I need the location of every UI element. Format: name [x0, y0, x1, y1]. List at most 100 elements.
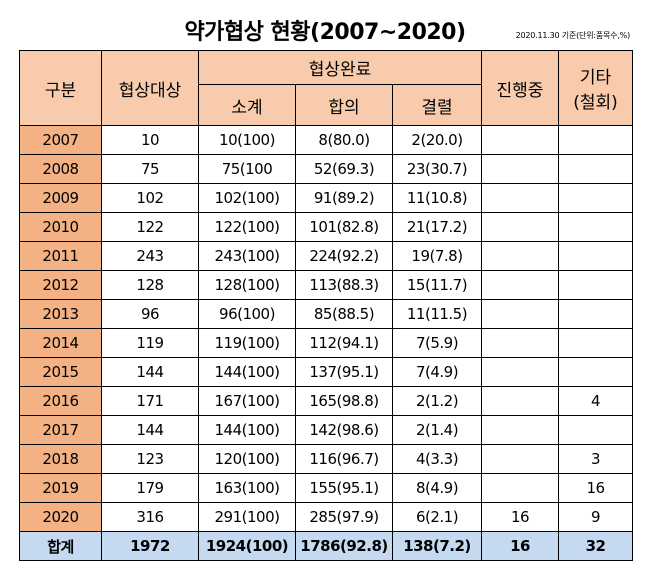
cell-in-progress	[481, 125, 559, 155]
cell-subtotal: 144(100)	[198, 357, 296, 387]
header-other-line2: (철회)	[573, 93, 618, 113]
cell-year: 2015	[19, 357, 102, 387]
cell-other	[558, 415, 633, 445]
total-failed: 138(7.2)	[392, 531, 482, 561]
cell-year: 2013	[19, 299, 102, 329]
cell-other	[558, 357, 633, 387]
cell-target: 144	[101, 357, 199, 387]
cell-target: 122	[101, 212, 199, 242]
cell-other	[558, 270, 633, 300]
cell-in-progress	[481, 357, 559, 387]
cell-agreed: 112(94.1)	[295, 328, 393, 358]
page-title: 약가협상 현황(2007~2020)	[184, 20, 466, 45]
cell-in-progress	[481, 154, 559, 184]
cell-in-progress	[481, 183, 559, 213]
cell-target: 144	[101, 415, 199, 445]
cell-subtotal: 10(100)	[198, 125, 296, 155]
cell-in-progress	[481, 241, 559, 271]
cell-year: 2007	[19, 125, 102, 155]
cell-failed: 11(10.8)	[392, 183, 482, 213]
cell-year: 2018	[19, 444, 102, 474]
table-row: 2017 144 144(100) 142(98.6) 2(1.4)	[19, 415, 633, 445]
cell-subtotal: 102(100)	[198, 183, 296, 213]
cell-target: 171	[101, 386, 199, 416]
cell-failed: 2(1.4)	[392, 415, 482, 445]
cell-in-progress	[481, 386, 559, 416]
table-row: 2020 316 291(100) 285(97.9) 6(2.1) 16 9	[19, 502, 633, 532]
table-row: 2015 144 144(100) 137(95.1) 7(4.9)	[19, 357, 633, 387]
cell-in-progress	[481, 473, 559, 503]
cell-other	[558, 328, 633, 358]
cell-other	[558, 241, 633, 271]
cell-other: 16	[558, 473, 633, 503]
header-in-progress: 진행중	[481, 50, 559, 126]
table-row: 2019 179 163(100) 155(95.1) 8(4.9) 16	[19, 473, 633, 503]
header-agreed: 합의	[295, 84, 393, 126]
cell-other: 9	[558, 502, 633, 532]
total-row: 합계 1972 1924(100) 1786(92.8) 138(7.2) 16 32	[19, 531, 633, 561]
table-row: 2011 243 243(100) 224(92.2) 19(7.8)	[19, 241, 633, 271]
header-failed: 결렬	[392, 84, 482, 126]
header-target: 협상대상	[101, 50, 199, 126]
cell-subtotal: 291(100)	[198, 502, 296, 532]
cell-agreed: 224(92.2)	[295, 241, 393, 271]
cell-failed: 2(20.0)	[392, 125, 482, 155]
cell-target: 243	[101, 241, 199, 271]
cell-failed: 21(17.2)	[392, 212, 482, 242]
cell-other: 3	[558, 444, 633, 474]
table-row: 2018 123 120(100) 116(96.7) 4(3.3) 3	[19, 444, 633, 474]
cell-target: 102	[101, 183, 199, 213]
cell-agreed: 113(88.3)	[295, 270, 393, 300]
cell-failed: 8(4.9)	[392, 473, 482, 503]
header-subtotal: 소계	[198, 84, 296, 126]
cell-failed: 6(2.1)	[392, 502, 482, 532]
cell-failed: 11(11.5)	[392, 299, 482, 329]
cell-failed: 4(3.3)	[392, 444, 482, 474]
cell-failed: 7(5.9)	[392, 328, 482, 358]
cell-other	[558, 154, 633, 184]
cell-subtotal: 163(100)	[198, 473, 296, 503]
cell-other	[558, 212, 633, 242]
cell-target: 123	[101, 444, 199, 474]
cell-subtotal: 128(100)	[198, 270, 296, 300]
table-row: 2008 75 75(100 52(69.3) 23(30.7)	[19, 154, 633, 184]
cell-year: 2010	[19, 212, 102, 242]
total-in-progress: 16	[481, 531, 559, 561]
cell-agreed: 52(69.3)	[295, 154, 393, 184]
cell-target: 128	[101, 270, 199, 300]
cell-agreed: 155(95.1)	[295, 473, 393, 503]
cell-target: 316	[101, 502, 199, 532]
cell-in-progress	[481, 212, 559, 242]
cell-other	[558, 125, 633, 155]
cell-subtotal: 75(100	[198, 154, 296, 184]
cell-agreed: 142(98.6)	[295, 415, 393, 445]
cell-other	[558, 183, 633, 213]
cell-target: 10	[101, 125, 199, 155]
cell-failed: 19(7.8)	[392, 241, 482, 271]
cell-agreed: 165(98.8)	[295, 386, 393, 416]
cell-agreed: 137(95.1)	[295, 357, 393, 387]
table-body: 2007 10 10(100) 8(80.0) 2(20.0) 2008 75 75(100 5…	[19, 125, 633, 561]
cell-year: 2019	[19, 473, 102, 503]
cell-target: 96	[101, 299, 199, 329]
cell-subtotal: 167(100)	[198, 386, 296, 416]
cell-other	[558, 299, 633, 329]
cell-year: 2014	[19, 328, 102, 358]
cell-in-progress	[481, 444, 559, 474]
total-other: 32	[558, 531, 633, 561]
cell-failed: 2(1.2)	[392, 386, 482, 416]
negotiation-table: 구분 협상대상 협상완료 진행중 기타 (철회) 소계 합의 결렬 2007 10…	[19, 50, 633, 561]
header-category: 구분	[19, 50, 102, 126]
header-other: 기타 (철회)	[558, 50, 633, 126]
cell-year: 2016	[19, 386, 102, 416]
total-target: 1972	[101, 531, 199, 561]
cell-agreed: 91(89.2)	[295, 183, 393, 213]
cell-in-progress: 16	[481, 502, 559, 532]
cell-target: 75	[101, 154, 199, 184]
total-label: 합계	[19, 531, 102, 561]
cell-year: 2020	[19, 502, 102, 532]
table-row: 2016 171 167(100) 165(98.8) 2(1.2) 4	[19, 386, 633, 416]
header-completed: 협상완료	[198, 50, 482, 85]
cell-in-progress	[481, 270, 559, 300]
cell-in-progress	[481, 415, 559, 445]
